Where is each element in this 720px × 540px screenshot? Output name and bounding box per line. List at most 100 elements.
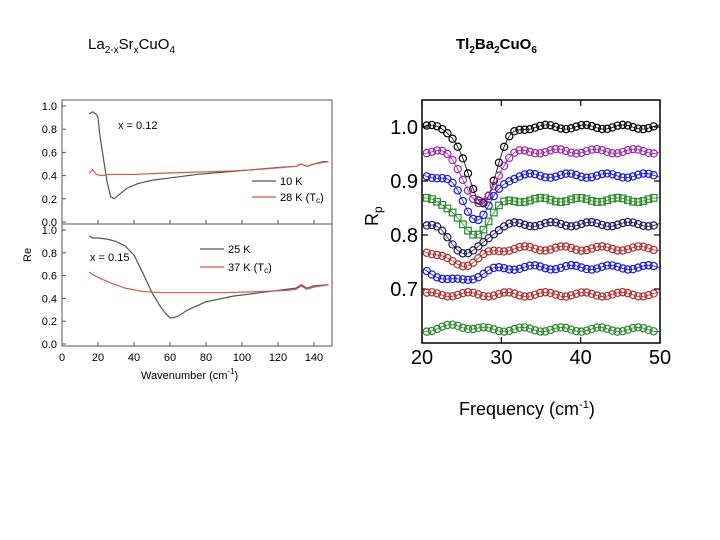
right-data-point xyxy=(633,170,643,179)
right-data-point xyxy=(562,197,570,206)
right-data-point xyxy=(448,240,457,249)
right-data-point xyxy=(536,246,545,255)
right-data-point xyxy=(458,154,468,163)
bottom-panel-frame xyxy=(61,223,333,347)
right-y-tick-label: 1.0 xyxy=(390,117,418,139)
right-data-point xyxy=(463,207,473,216)
right-data-point xyxy=(422,194,431,202)
right-data-point xyxy=(603,243,612,252)
right-data-point xyxy=(468,324,478,334)
right-data-point xyxy=(561,242,571,251)
right-data-point xyxy=(603,291,612,301)
right-data-point xyxy=(510,218,519,227)
right-data-point xyxy=(572,289,581,298)
right-data-point xyxy=(639,242,648,251)
right-data-point xyxy=(623,217,633,227)
right-data-point xyxy=(633,219,643,229)
right-data-point xyxy=(428,195,436,204)
right-data-point xyxy=(608,170,617,179)
right-data-point xyxy=(556,323,566,332)
right-data-point xyxy=(536,121,545,131)
right-data-point xyxy=(453,186,462,195)
right-data-point xyxy=(474,242,483,251)
right-data-point xyxy=(541,219,550,228)
right-data-point xyxy=(587,121,596,131)
right-data-point xyxy=(608,290,617,299)
right-y-tick-label: 0.8 xyxy=(390,225,418,247)
right-data-point xyxy=(463,324,473,334)
right-data-point xyxy=(577,219,586,229)
right-data-point xyxy=(556,263,566,273)
right-data-point xyxy=(448,155,457,165)
right-data-point xyxy=(613,149,622,158)
right-data-point xyxy=(618,120,627,130)
right-data-point xyxy=(541,173,550,182)
right-data-point xyxy=(566,291,576,300)
right-data-point xyxy=(515,218,524,228)
right-data-point xyxy=(530,123,540,132)
right-data-point xyxy=(561,221,571,230)
right-data-point xyxy=(597,220,607,230)
right-data-point xyxy=(520,170,529,179)
right-data-point xyxy=(453,260,462,269)
right-data-point xyxy=(623,145,633,155)
right-data-point xyxy=(608,123,617,132)
right-data-point xyxy=(546,195,555,204)
right-data-point xyxy=(587,289,596,299)
right-data-point xyxy=(510,126,519,136)
right-data-point xyxy=(577,120,586,130)
right-data-point xyxy=(551,323,560,333)
right-y-tick-label: 0.7 xyxy=(390,279,418,301)
right-series-6 xyxy=(422,261,660,285)
right-data-point xyxy=(618,173,627,182)
right-data-point xyxy=(494,246,504,256)
right-data-point xyxy=(489,181,498,191)
right-data-point xyxy=(458,220,467,229)
right-data-point xyxy=(582,173,591,182)
right-data-point xyxy=(633,145,643,154)
right-data-point xyxy=(505,153,514,163)
right-data-point xyxy=(613,193,622,202)
right-data-point xyxy=(639,221,648,230)
right-data-point xyxy=(623,245,633,254)
right-data-point xyxy=(422,248,431,257)
right-data-point xyxy=(468,275,478,284)
right-data-point xyxy=(633,242,643,251)
right-data-point xyxy=(608,244,617,254)
right-data-point xyxy=(644,244,653,253)
right-data-point xyxy=(541,194,550,203)
right-data-point xyxy=(438,251,447,261)
bottom-y-tick-label: 0.8 xyxy=(42,248,57,260)
right-data-point xyxy=(649,245,658,255)
right-data-point xyxy=(479,225,488,234)
right-data-point xyxy=(592,264,602,273)
right-data-point xyxy=(628,218,638,227)
right-data-point xyxy=(592,323,602,332)
right-data-point xyxy=(515,125,524,135)
right-data-point xyxy=(520,323,529,332)
right-data-point xyxy=(628,172,638,181)
right-data-point xyxy=(479,210,488,219)
right-data-point xyxy=(587,173,596,182)
right-data-point xyxy=(458,323,468,332)
right-data-point xyxy=(536,327,545,336)
right-data-point xyxy=(577,327,586,336)
right-data-point xyxy=(577,148,586,158)
right-data-point xyxy=(582,326,591,335)
right-data-point xyxy=(458,249,468,258)
right-x-tick-label: 30 xyxy=(490,347,512,369)
right-data-point xyxy=(448,208,457,217)
right-data-point xyxy=(427,326,437,336)
right-data-point xyxy=(592,291,602,300)
right-data-point xyxy=(515,198,524,207)
right-x-tick-label: 20 xyxy=(411,347,433,369)
right-data-point xyxy=(582,218,591,227)
right-data-point xyxy=(644,123,653,133)
right-data-point xyxy=(484,233,493,243)
right-data-point xyxy=(623,265,633,274)
right-data-point xyxy=(639,197,648,205)
right-data-point xyxy=(623,121,633,130)
bottom-y-tick-label: 0.2 xyxy=(42,316,57,328)
right-data-point xyxy=(443,129,452,138)
